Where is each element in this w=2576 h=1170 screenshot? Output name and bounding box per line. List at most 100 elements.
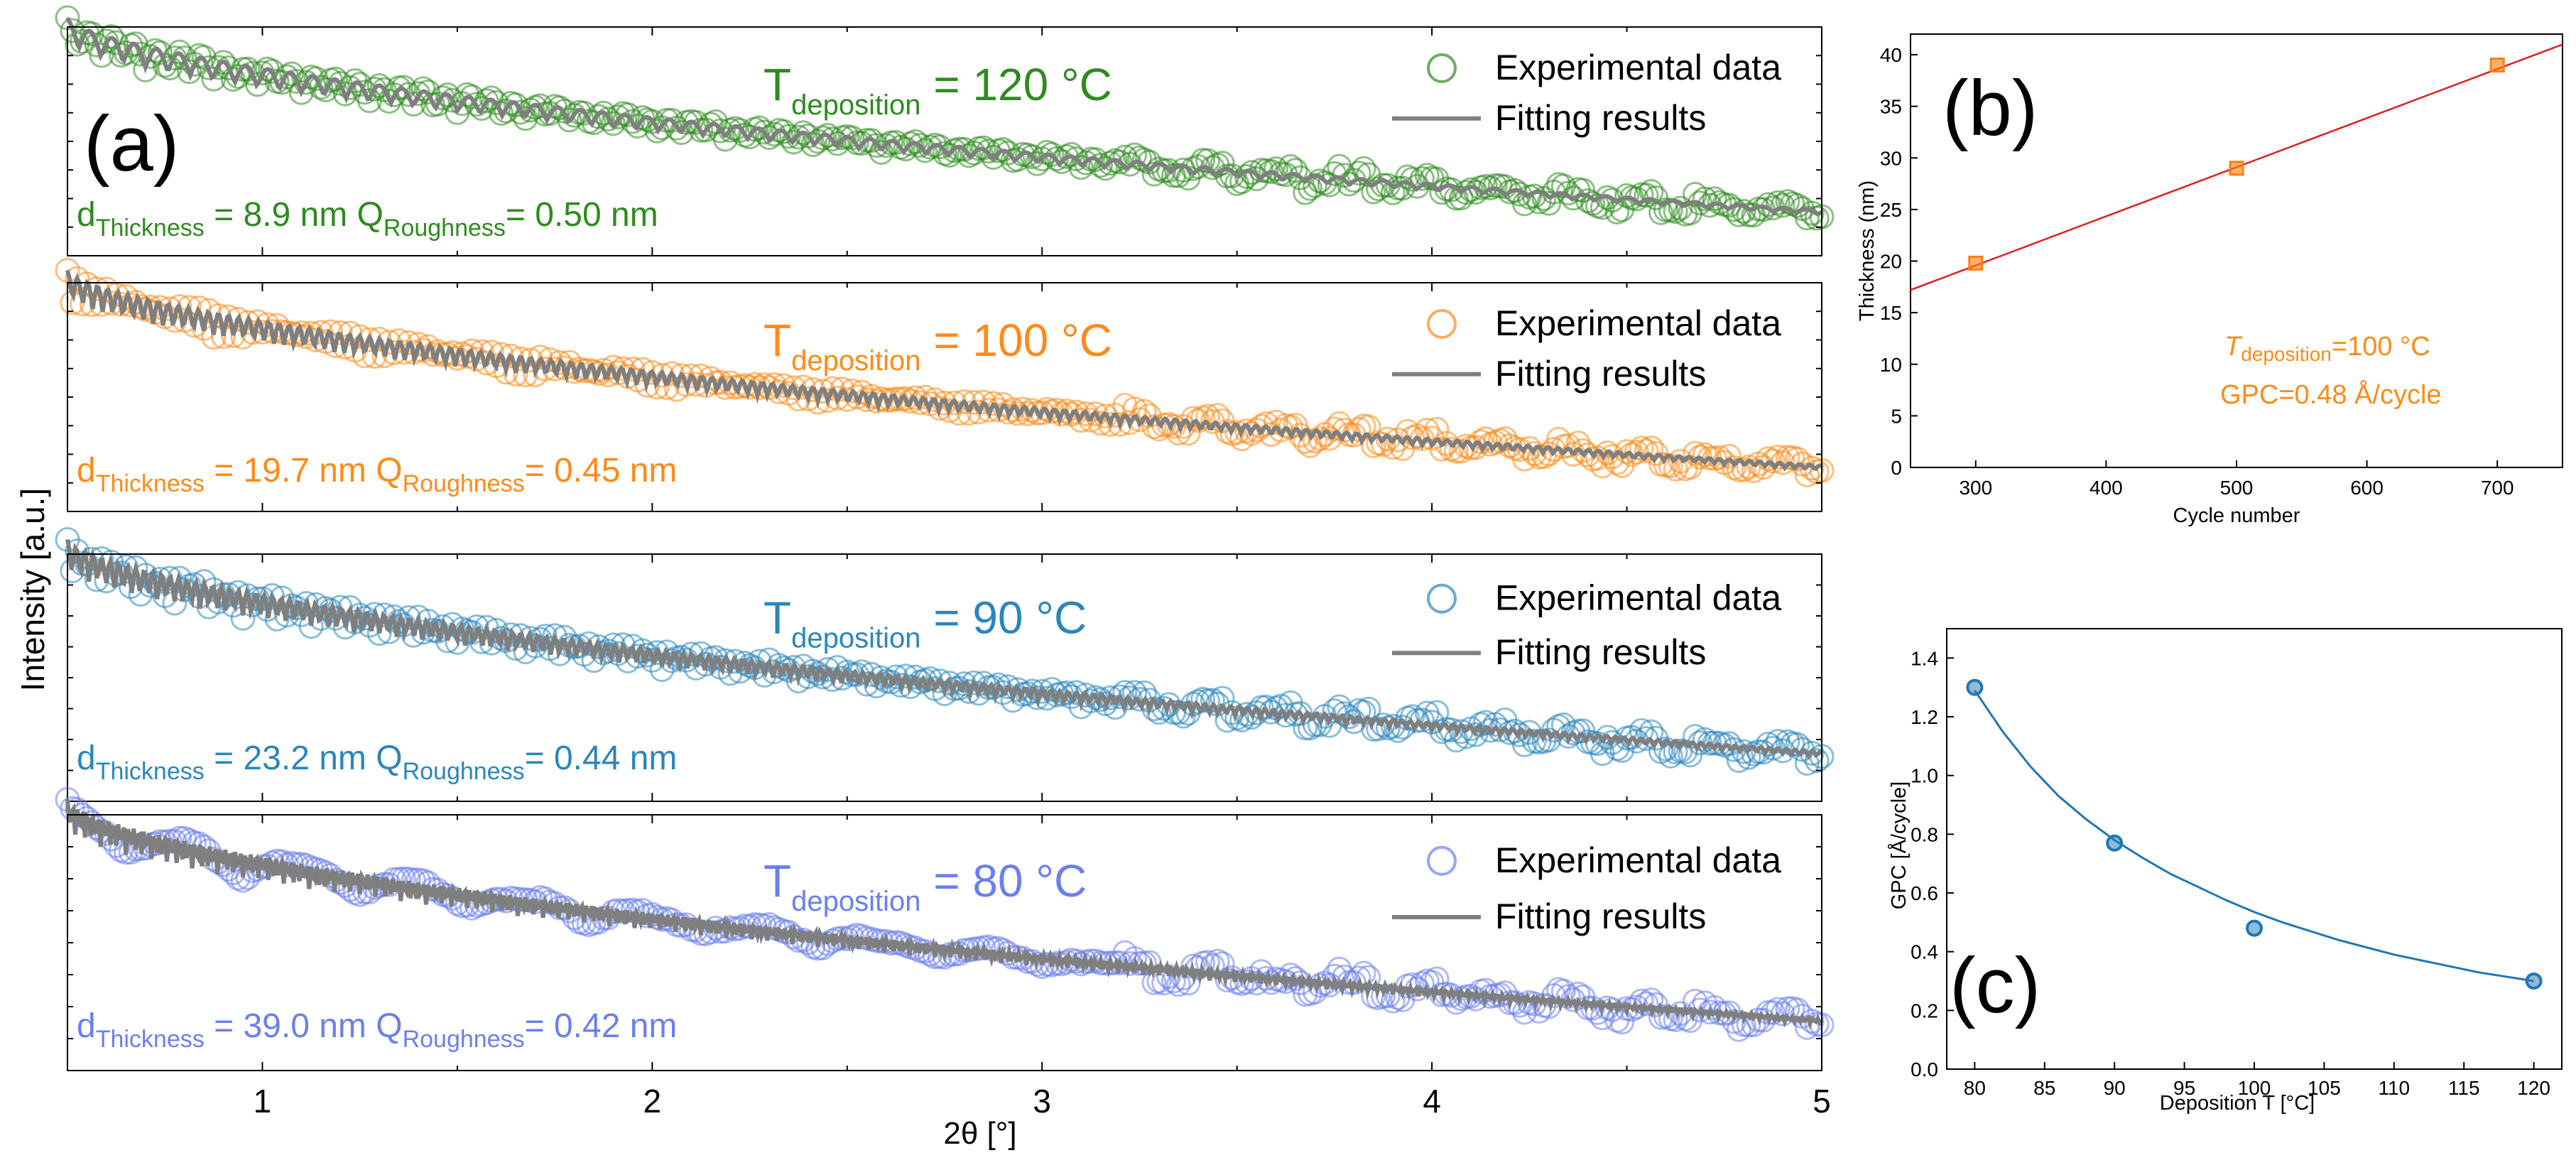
- legend-120C: Experimental data Fitting results: [1392, 48, 1781, 138]
- temperature-subscript: deposition: [791, 90, 920, 121]
- legend-80C: Experimental data Fitting results: [1392, 840, 1781, 936]
- subplot-100C: Tdeposition = 100 °C dThickness = 19.7 n…: [55, 257, 1835, 512]
- thickness-label-120C: dThickness = 8.9 nm QRoughness= 0.50 nm: [77, 196, 658, 242]
- x-tick-label: 2: [643, 1083, 662, 1120]
- panel-c-data-point: [1966, 678, 1984, 696]
- thickness-subscript: Thickness: [96, 470, 205, 497]
- legend-marker-experimental: [1427, 308, 1457, 339]
- experimental-data-point: [1263, 409, 1289, 435]
- panel-c-points: [1966, 678, 2543, 990]
- experimental-data-point: [1346, 161, 1371, 186]
- thickness-value: = 19.7 nm: [205, 452, 366, 489]
- panel-c-x-tick-label: 90: [2104, 1077, 2126, 1099]
- experimental-data-point: [581, 110, 607, 136]
- panel-c-x-axis-label: Deposition T [°C]: [2160, 1092, 2315, 1115]
- experimental-data-point: [503, 92, 528, 118]
- legend-100C: Experimental data Fitting results: [1392, 303, 1781, 394]
- experimental-data-point: [1380, 435, 1406, 460]
- experimental-data-point: [1638, 179, 1664, 205]
- experimental-data-point: [1361, 433, 1386, 458]
- thickness-symbol: d: [77, 452, 96, 489]
- annotation-t-subscript: deposition: [2241, 343, 2332, 365]
- legend-fitting-text: Fitting results: [1495, 897, 1706, 936]
- x-tick-label: 5: [1813, 1083, 1831, 1120]
- experimental-data-point: [542, 623, 567, 649]
- experimental-data-point: [1634, 438, 1659, 464]
- curves-80C: [55, 786, 1835, 1042]
- panel-c-y-tick-label: 0.6: [1911, 882, 1938, 904]
- experimental-data-point: [167, 39, 192, 65]
- experimental-data-point: [1400, 166, 1425, 192]
- experimental-data-point: [1141, 161, 1167, 187]
- panel-c-data-point: [2246, 919, 2263, 937]
- panel-b-y-tick-label: 0: [1891, 457, 1902, 479]
- legend-fitting-text: Fitting results: [1495, 98, 1706, 138]
- experimental-data-point: [1429, 436, 1455, 462]
- thickness-value: = 8.9 nm: [205, 196, 347, 234]
- panel-c-label: (c): [1950, 942, 2040, 1029]
- temperature-value: = 120 °C: [920, 59, 1112, 110]
- temperature-value: = 80 °C: [920, 855, 1087, 906]
- legend-fitting-text: Fitting results: [1495, 354, 1706, 394]
- experimental-data-point: [1429, 719, 1455, 744]
- panel-b-y-tick-label: 35: [1880, 96, 1902, 118]
- panel-b-x-tick-label: 600: [2350, 477, 2384, 499]
- experimental-data-point: [1683, 440, 1708, 466]
- x-tick-label: 1: [254, 1083, 272, 1120]
- panel-b-x-tick-label: 400: [2089, 477, 2123, 499]
- experimental-data-point: [1629, 717, 1654, 743]
- experimental-data-point: [1765, 444, 1790, 470]
- experimental-data-point: [600, 111, 626, 136]
- legend-experimental-text: Experimental data: [1495, 578, 1781, 618]
- experimental-data-point: [1141, 414, 1167, 440]
- x-tick-labels: 1 2 3 4 5: [254, 1083, 1831, 1120]
- experimental-data-point: [1799, 200, 1825, 226]
- roughness-symbol: Q: [347, 196, 384, 234]
- experimental-data-point: [113, 40, 138, 65]
- experimental-data-point: [1229, 169, 1255, 195]
- experimental-data-point: [1799, 455, 1825, 481]
- experimental-data-point: [1473, 426, 1499, 452]
- thickness-symbol: d: [77, 740, 96, 777]
- panel-c-y-tick-label: 1.0: [1911, 765, 1938, 787]
- experimental-data-point: [781, 129, 806, 155]
- panel-c-y-tick-label: 1.4: [1911, 647, 1938, 669]
- panel-b-y-axis-label: Thickness (nm): [1856, 180, 1879, 321]
- thickness-symbol: d: [77, 196, 96, 234]
- temperature-subscript: deposition: [791, 345, 920, 377]
- thickness-value: = 23.2 nm: [205, 740, 366, 777]
- experimental-data-point: [1453, 180, 1479, 205]
- panel-b-x-tick-label: 500: [2220, 477, 2254, 499]
- panel-c-x-tick-label: 115: [2448, 1077, 2480, 1099]
- panel-b-y-tick-label: 15: [1880, 302, 1902, 324]
- panel-b-data-point: [1968, 255, 1984, 271]
- experimental-data-point: [1692, 727, 1717, 752]
- experimental-data-point: [1765, 190, 1790, 215]
- panel-b: 300 400 500 600 700 0 5 10 15 20 25 30 35 40 (b) Cycl…: [1856, 33, 2563, 527]
- panel-b-annotation-gpc: GPC=0.48 Å/cycle: [2220, 379, 2442, 410]
- experimental-data-point: [1717, 443, 1742, 469]
- experimental-data-point: [332, 81, 358, 107]
- experimental-data-point: [971, 135, 996, 161]
- experimental-data-point: [927, 134, 952, 160]
- fitting-curve: [65, 799, 1824, 1030]
- panel-c-y-tick-label: 1.2: [1911, 706, 1938, 728]
- roughness-subscript: Roughness: [403, 758, 525, 785]
- panel-b-label: (b): [1942, 65, 2038, 152]
- experimental-data-point: [776, 124, 801, 149]
- experimental-data-point: [849, 659, 874, 685]
- experimental-data-point: [1794, 205, 1820, 231]
- panel-c-x-tick-label: 105: [2308, 1077, 2341, 1099]
- experimental-data-point: [1731, 457, 1756, 482]
- experimental-data-point: [1346, 416, 1371, 442]
- roughness-symbol: Q: [366, 452, 403, 489]
- experimental-data-point: [55, 257, 80, 283]
- temperature-value: = 100 °C: [920, 315, 1112, 366]
- experimental-data-point: [293, 591, 319, 617]
- panel-c-fit-curve: [1974, 689, 2534, 982]
- panel-c-x-tick-label: 120: [2517, 1077, 2550, 1099]
- experimental-data-point: [1068, 155, 1094, 180]
- experimental-data-point: [1249, 413, 1274, 439]
- experimental-data-point: [1180, 406, 1206, 431]
